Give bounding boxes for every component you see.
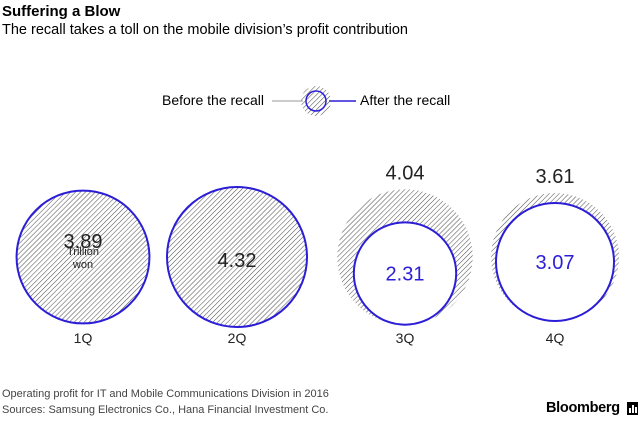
bubble-after-3q: [352, 221, 458, 326]
bloomberg-icon: [627, 402, 638, 415]
footnote: Operating profit for IT and Mobile Commu…: [2, 388, 329, 400]
legend-after-label: After the recall: [360, 92, 451, 108]
legend-after-swatch: [305, 90, 327, 112]
value-label-1q: 3.89: [64, 231, 103, 253]
value-label-after-4q: 3.07: [536, 252, 575, 274]
category-label-3q: 3Q: [396, 330, 415, 346]
value-label-after-3q: 2.31: [386, 264, 425, 286]
legend-before-label: Before the recall: [162, 92, 264, 108]
value-label-before-4q: 3.61: [536, 166, 575, 188]
chart-title: Suffering a Blow: [2, 3, 121, 20]
brand-logo: Bloomberg: [546, 400, 620, 416]
unit-label-line2: won: [72, 259, 93, 271]
bubble-before-1q: [15, 189, 151, 325]
sources-note: Sources: Samsung Electronics Co., Hana F…: [2, 404, 329, 416]
category-label-4q: 4Q: [546, 330, 565, 346]
bubble-after-4q: [494, 201, 616, 322]
category-label-1q: 1Q: [74, 330, 93, 346]
bubble-before-2q: [166, 186, 308, 328]
category-label-2q: 2Q: [228, 330, 247, 346]
value-label-before-3q: 4.04: [386, 162, 425, 184]
chart-subtitle: The recall takes a toll on the mobile di…: [2, 22, 408, 38]
legend-icon: [272, 86, 356, 116]
value-label-2q: 4.32: [218, 250, 257, 272]
unit-label-line1: Trillion: [67, 246, 99, 258]
